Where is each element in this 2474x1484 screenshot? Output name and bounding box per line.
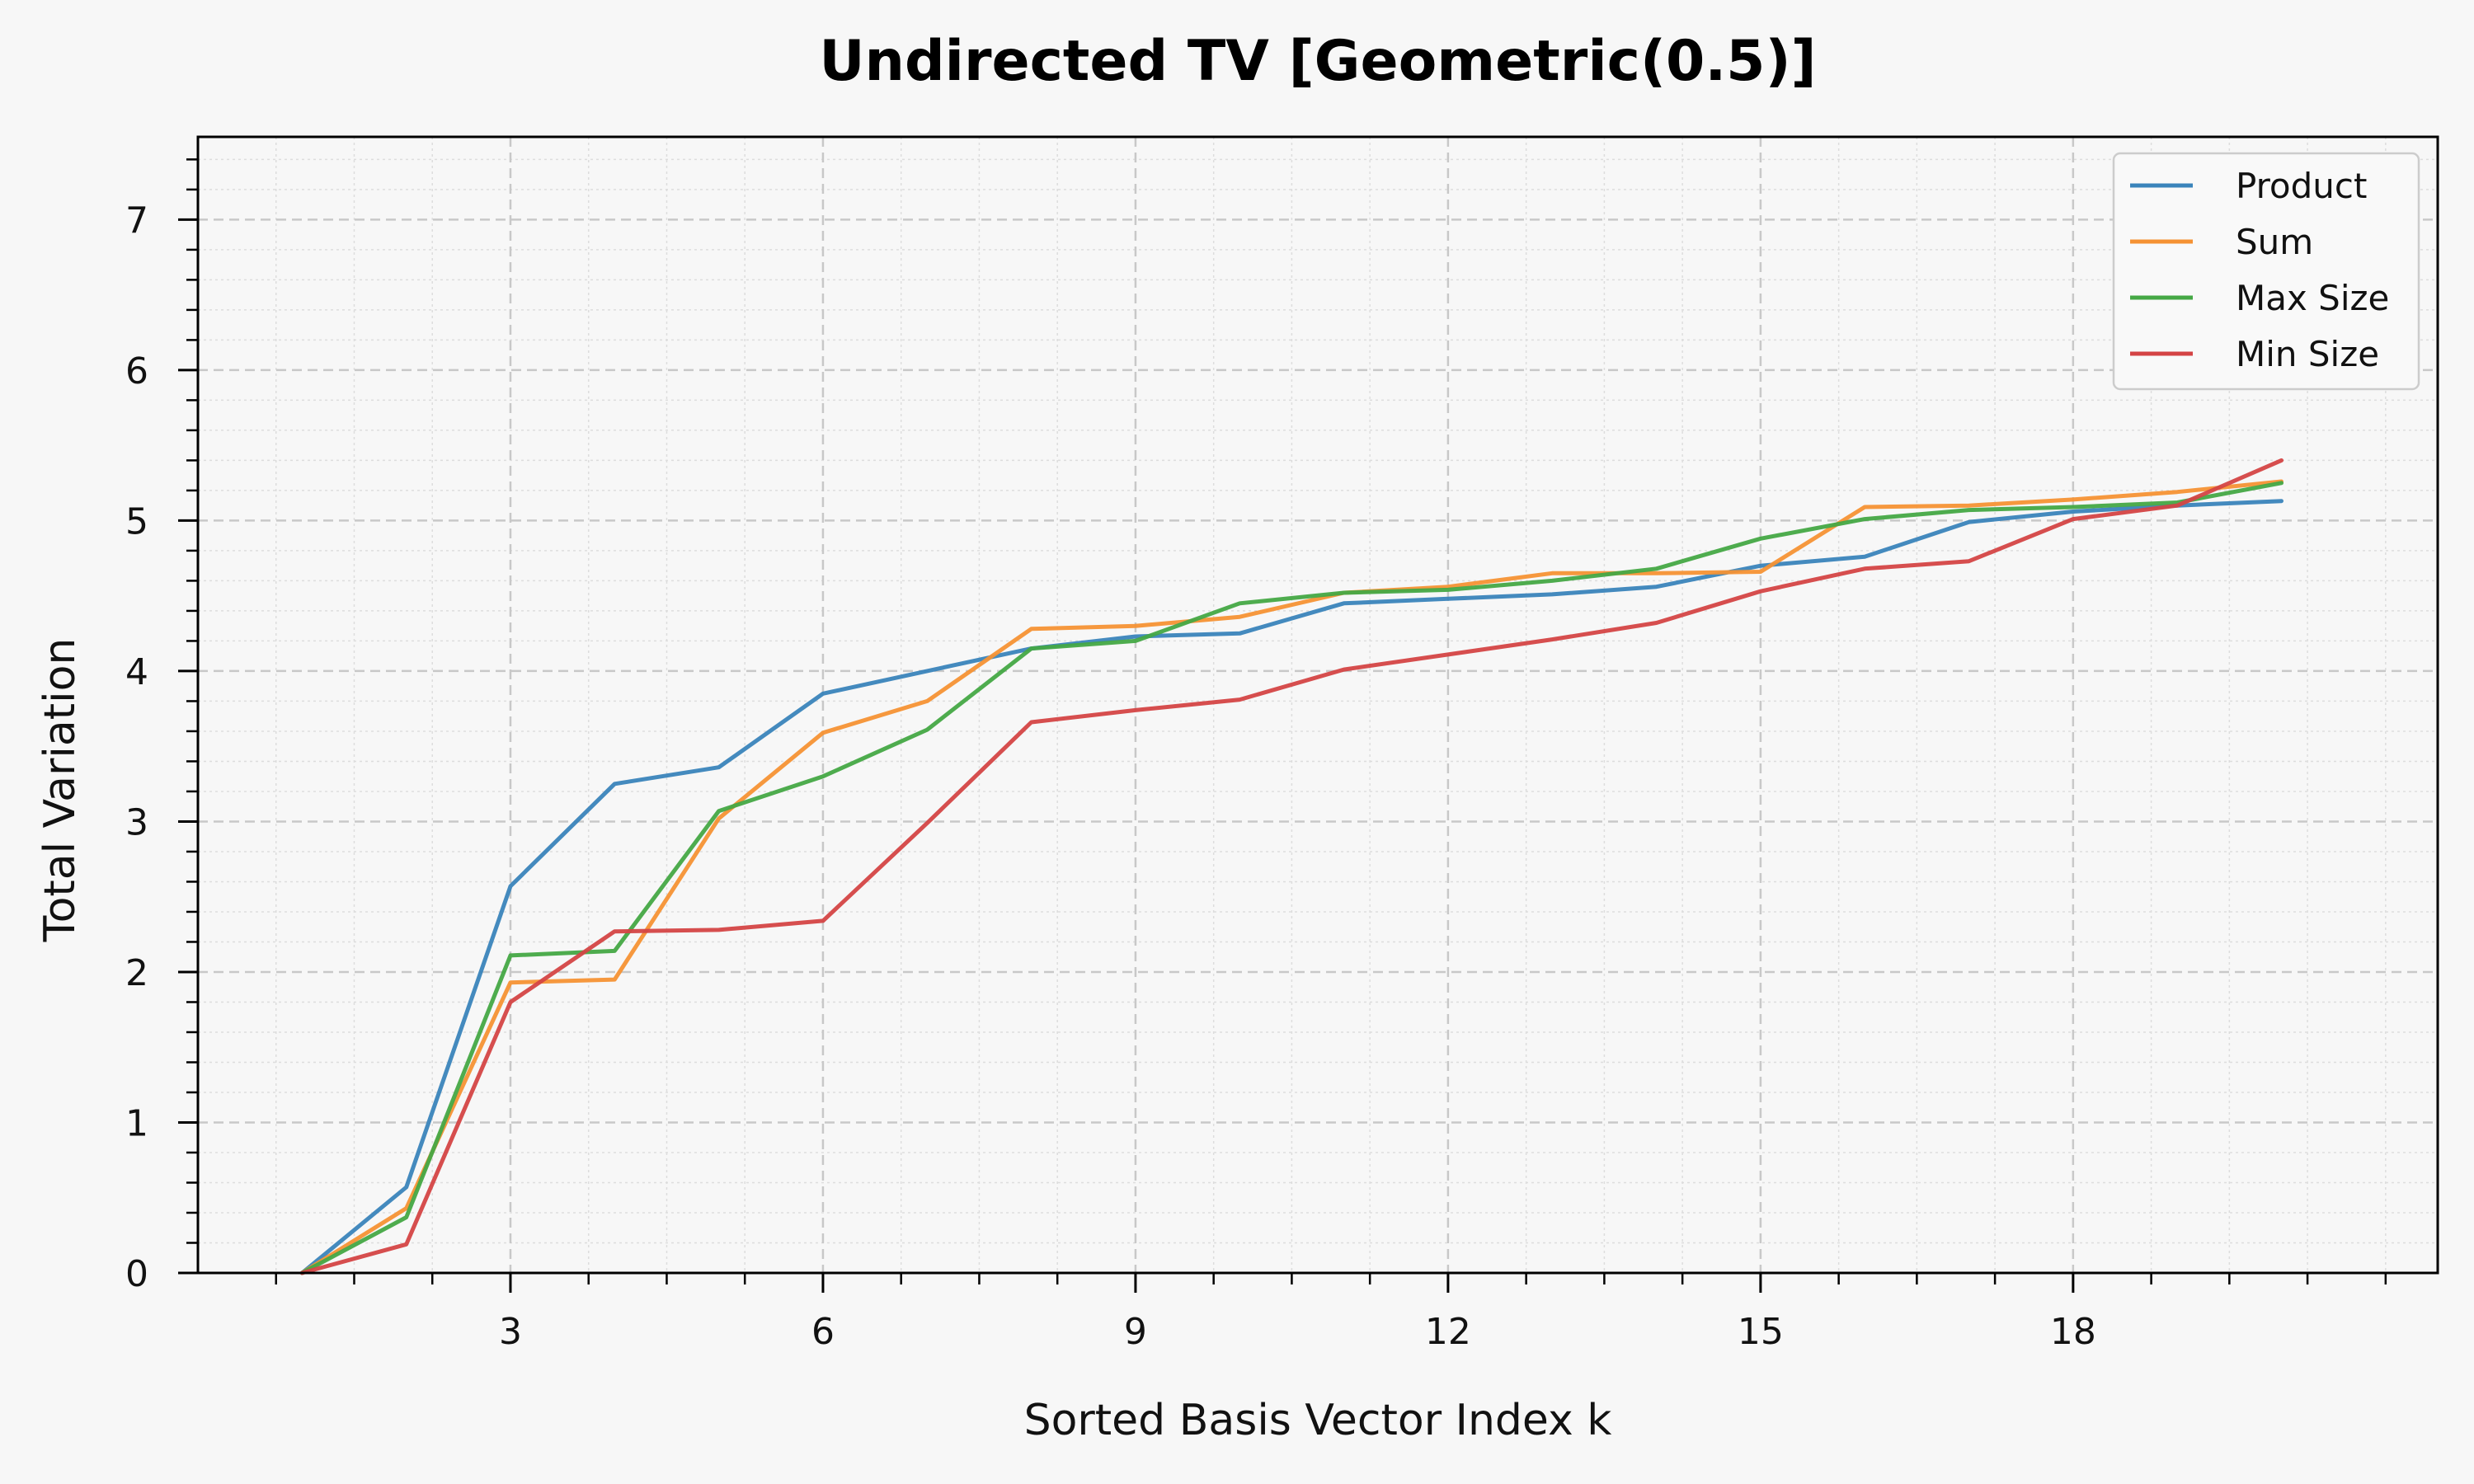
- y-tick-label: 6: [125, 350, 148, 392]
- y-tick-label: 7: [125, 200, 148, 242]
- series-line-max-size: [299, 481, 2284, 1275]
- y-tick-label: 4: [125, 651, 148, 693]
- series-lines: [299, 458, 2284, 1275]
- series-line-product: [299, 499, 2284, 1275]
- x-tick-label: 9: [1124, 1311, 1147, 1353]
- legend-label: Min Size: [2236, 334, 2379, 374]
- legend-label: Sum: [2236, 222, 2313, 262]
- minor-grid: [198, 137, 2438, 1273]
- x-tick-label: 3: [499, 1311, 522, 1353]
- y-axis-label: Total Variation: [35, 638, 85, 943]
- legend-box: [2112, 152, 2420, 391]
- series-line-sum: [299, 479, 2284, 1275]
- legend: Product Sum Max Size Min Size: [2112, 152, 2420, 391]
- x-tick-label: 18: [2050, 1311, 2096, 1353]
- x-tick-label: 12: [1425, 1311, 1471, 1353]
- chart-title: Undirected TV [Geometric(0.5)]: [819, 29, 1816, 94]
- y-tick-label: 0: [125, 1253, 148, 1295]
- x-tick-label: 15: [1738, 1311, 1784, 1353]
- plot-area: [198, 137, 2438, 1273]
- plot-frame: [196, 135, 2439, 1275]
- series-line-min-size: [299, 458, 2284, 1275]
- y-tick-label: 2: [125, 952, 148, 994]
- legend-label: Max Size: [2236, 278, 2389, 318]
- y-tick-label: 5: [125, 500, 148, 542]
- x-tick-label: 6: [811, 1311, 835, 1353]
- axis-ticks: [178, 158, 2387, 1293]
- x-axis-label: Sorted Basis Vector Index k: [1024, 1396, 1612, 1445]
- legend-label: Product: [2236, 166, 2367, 206]
- y-tick-label: 3: [125, 801, 148, 843]
- y-tick-label: 1: [125, 1102, 148, 1144]
